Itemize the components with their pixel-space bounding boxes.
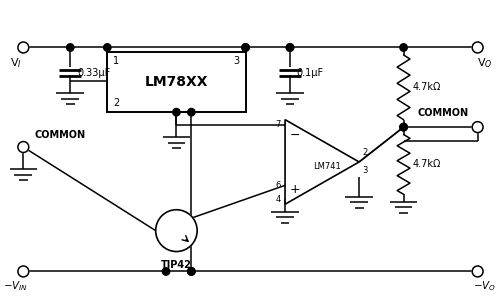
Circle shape [18, 266, 29, 277]
Circle shape [162, 268, 170, 275]
Circle shape [242, 44, 250, 51]
Text: 1: 1 [113, 56, 119, 66]
Circle shape [242, 44, 250, 51]
Text: 4.7kΩ: 4.7kΩ [412, 82, 441, 92]
Circle shape [472, 266, 483, 277]
Circle shape [286, 44, 294, 51]
Circle shape [156, 210, 197, 252]
Text: LM741: LM741 [313, 162, 341, 172]
Bar [108, 53, 246, 112]
Text: LM78XX: LM78XX [144, 75, 208, 89]
Circle shape [104, 44, 111, 51]
Circle shape [66, 44, 74, 51]
Circle shape [472, 42, 483, 53]
Text: 7: 7 [276, 120, 281, 129]
Circle shape [286, 44, 294, 51]
Text: $-V_{IN}$: $-V_{IN}$ [4, 279, 28, 293]
Circle shape [400, 124, 407, 131]
Text: 4: 4 [276, 195, 281, 204]
Circle shape [18, 142, 29, 153]
Text: 3: 3 [234, 56, 239, 66]
Circle shape [400, 124, 407, 131]
Circle shape [188, 268, 195, 275]
Circle shape [188, 108, 195, 116]
Circle shape [472, 122, 483, 133]
Text: V$_I$: V$_I$ [10, 56, 22, 70]
Text: 3: 3 [362, 166, 368, 175]
Text: 0.33μF: 0.33μF [78, 68, 111, 78]
Text: $-V_O$: $-V_O$ [474, 279, 496, 293]
Circle shape [188, 268, 195, 275]
Text: $+$: $+$ [290, 183, 300, 196]
Text: 2: 2 [113, 98, 119, 108]
Circle shape [400, 44, 407, 51]
Text: V$_O$: V$_O$ [478, 56, 493, 70]
Circle shape [172, 108, 180, 116]
Circle shape [18, 42, 29, 53]
Text: TIP42: TIP42 [161, 260, 192, 270]
Text: COMMON: COMMON [418, 108, 469, 118]
Text: 4.7kΩ: 4.7kΩ [412, 159, 441, 169]
Text: 2: 2 [362, 149, 368, 157]
Text: $-$: $-$ [290, 128, 300, 141]
Text: 0.1μF: 0.1μF [296, 68, 323, 78]
Text: COMMON: COMMON [34, 130, 86, 140]
Polygon shape [285, 120, 359, 204]
Text: 6: 6 [276, 181, 281, 190]
